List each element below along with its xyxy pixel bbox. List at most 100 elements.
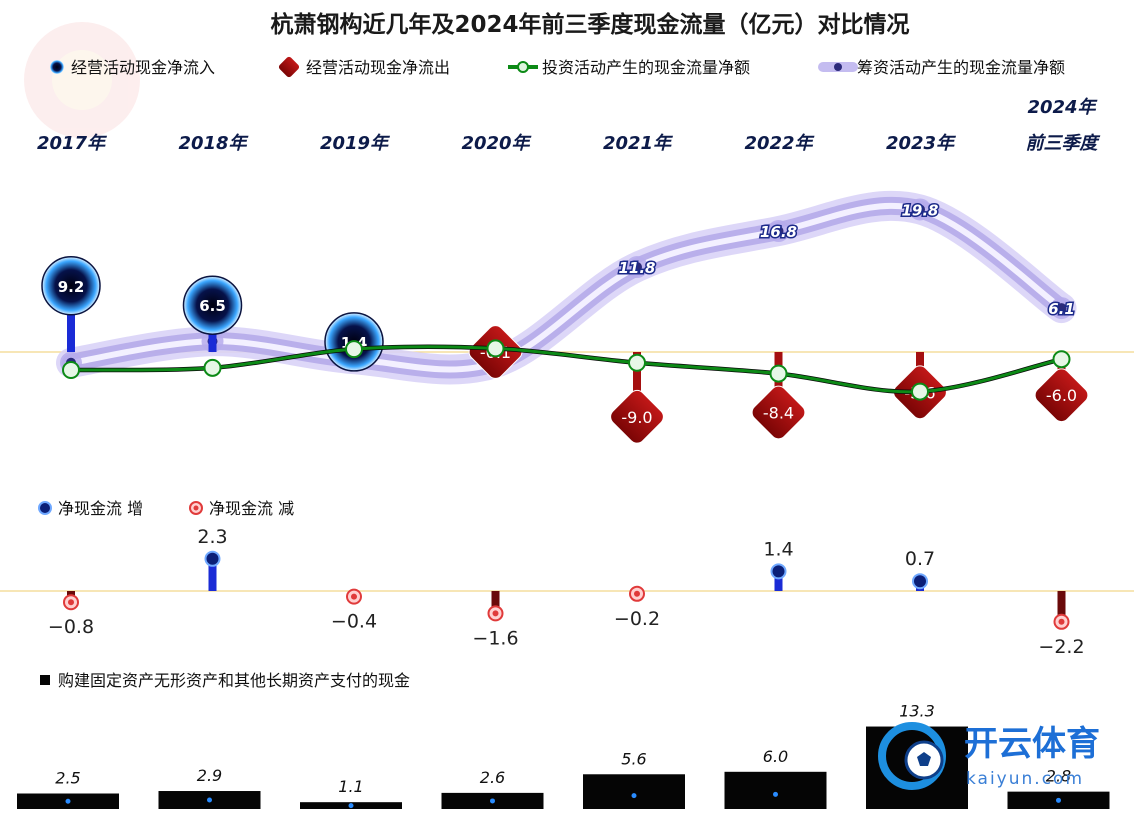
- capex-value-label: 2.9: [197, 766, 222, 785]
- outflow-diamond: [1034, 368, 1089, 423]
- net-legend-increase: 净现金流 增: [38, 499, 143, 518]
- category-label: 2021年: [603, 133, 674, 154]
- net-increase-stem: [774, 571, 783, 591]
- category-label: 2020年: [461, 133, 532, 154]
- financing-value-label: 19.8: [901, 201, 938, 219]
- net-legend: 净现金流 增 净现金流 减: [38, 499, 294, 518]
- net-decrease-point-core: [492, 610, 499, 617]
- brand-logo: 开云体育 kaiyun.com: [878, 722, 1100, 790]
- inflow-value-label: 6.5: [199, 297, 226, 315]
- legend-label: 筹资活动产生的现金流量净额: [857, 58, 1065, 77]
- watermark-logo-icon: [24, 22, 140, 138]
- net-value-label: 2.3: [197, 526, 227, 548]
- investing-point: [62, 361, 80, 379]
- net-value-label: −0.2: [614, 608, 660, 630]
- capex-bar-glint: [490, 798, 495, 804]
- football-patch-icon: [917, 752, 931, 766]
- financing-value-label: 6.1: [1048, 300, 1075, 318]
- net-increase-point: [912, 573, 928, 590]
- financing-value-label: 11.8: [618, 259, 655, 277]
- capex-value-label: 2.6: [480, 768, 505, 787]
- investing-marker-icon: [517, 61, 529, 73]
- net-increase-point: [204, 550, 221, 567]
- investing-point: [1052, 350, 1071, 369]
- capex-square-icon: [40, 675, 50, 685]
- capex-legend: 购建固定资产无形资产和其他长期资产支付的现金: [40, 671, 410, 690]
- capex-bar: [583, 774, 685, 809]
- financing-point-core: [773, 226, 784, 237]
- inflow-bubble: [41, 256, 101, 316]
- capex-bar-glint: [773, 791, 778, 797]
- capex-bar-glint: [1056, 797, 1061, 803]
- category-label: 2018年: [178, 133, 249, 154]
- investing-point: [486, 339, 505, 358]
- outflow-value-label: -6.0: [1046, 386, 1077, 405]
- capex-value-label: 2.8: [1046, 767, 1071, 786]
- investing-point: [769, 364, 788, 383]
- inflow-value-label: 9.2: [58, 278, 85, 296]
- financing-value-label: 16.8: [760, 223, 797, 241]
- capex-bar: [724, 771, 827, 809]
- investing-point: [345, 340, 363, 359]
- net-decrease-stem: [491, 591, 500, 614]
- net-value-label: −2.2: [1038, 636, 1084, 658]
- inflow-bubble-icon: [50, 60, 64, 74]
- category-axis: 2017年 2018年 2019年 2020年 2021年 2022年 2023年 2024年…: [37, 97, 1101, 154]
- financing-point-core: [1056, 303, 1067, 314]
- chart-title: 杭萧钢构近几年及2024年前三季度现金流量（亿元）对比情况: [270, 11, 909, 38]
- net-value-label: −0.8: [48, 616, 94, 638]
- net-decrease-point-core: [634, 590, 640, 597]
- net-increase-icon: [38, 501, 52, 515]
- legend-label: 经营活动现金净流入: [71, 58, 215, 77]
- capex-bar-glint: [65, 798, 71, 804]
- net-legend-label: 净现金流 增: [58, 499, 143, 518]
- brand-logo-subtext: kaiyun.com: [966, 769, 1084, 789]
- outflow-stem: [633, 352, 641, 417]
- capex-bar-glint: [348, 803, 354, 809]
- outflow-diamond: [751, 385, 806, 440]
- net-decrease-point-core: [351, 593, 357, 600]
- capex-value-label: 13.3: [899, 702, 935, 721]
- net-decrease-dot-icon: [193, 505, 199, 511]
- inflow-stem: [67, 285, 75, 352]
- net-decrease-point-core: [1058, 618, 1065, 625]
- net-legend-label: 净现金流 减: [209, 499, 294, 518]
- net-increase-stem: [208, 558, 217, 591]
- financing-marker-icon: [834, 63, 842, 71]
- category-label: 2023年: [886, 133, 957, 154]
- investing-point: [203, 358, 222, 377]
- inflow-bubble: [182, 275, 243, 335]
- brand-logo-text: 开云体育: [964, 724, 1100, 764]
- capex-bar-glint: [631, 793, 637, 799]
- outflow-value-label: -9.0: [621, 408, 652, 427]
- investing-point: [911, 382, 929, 401]
- financing-point-core: [632, 262, 642, 273]
- net-value-label: −1.6: [472, 627, 518, 649]
- category-label: 2024年前三季度: [1026, 97, 1101, 154]
- legend-label: 投资活动产生的现金流量净额: [542, 58, 750, 77]
- outflow-value-label: -8.4: [763, 403, 794, 422]
- legend: 经营活动现金净流入 经营活动现金净流出 投资活动产生的现金流量净额 筹资活动产生…: [50, 56, 1065, 78]
- net-legend-decrease: 净现金流 减: [189, 499, 294, 518]
- legend-item-financing: 筹资活动产生的现金流量净额: [818, 58, 1065, 77]
- capex-value-label: 1.1: [338, 777, 363, 796]
- legend-item-investing: 投资活动产生的现金流量净额: [508, 58, 750, 77]
- net-increase-point: [770, 563, 787, 580]
- category-label: 2017年: [37, 133, 108, 154]
- category-label: 2022年: [744, 133, 815, 154]
- financing-point-core: [915, 204, 925, 215]
- investing-series: [62, 339, 1071, 401]
- legend-label: 经营活动现金净流出: [306, 58, 450, 77]
- investing-point: [628, 353, 646, 372]
- operating-series: 9.26.51.4-0.1-9.0-8.4-5.6-6.0: [41, 256, 1089, 444]
- net-cash-flow-series: −0.8 2.3 −0.4 −1.6 −0.2 1.4 0.7 −2.2: [0, 526, 1134, 658]
- capex-value-label: 2.5: [55, 769, 80, 788]
- legend-item-operating-inflow: 经营活动现金净流入: [50, 58, 215, 77]
- net-decrease-point-core: [68, 599, 74, 606]
- outflow-diamond: [610, 389, 664, 444]
- legend-item-operating-outflow: 经营活动现金净流出: [278, 56, 450, 78]
- category-label: 2019年: [320, 133, 391, 154]
- capex-value-label: 5.6: [621, 749, 646, 768]
- financing-labels: 11.8 16.8 19.8 6.1: [617, 200, 1076, 320]
